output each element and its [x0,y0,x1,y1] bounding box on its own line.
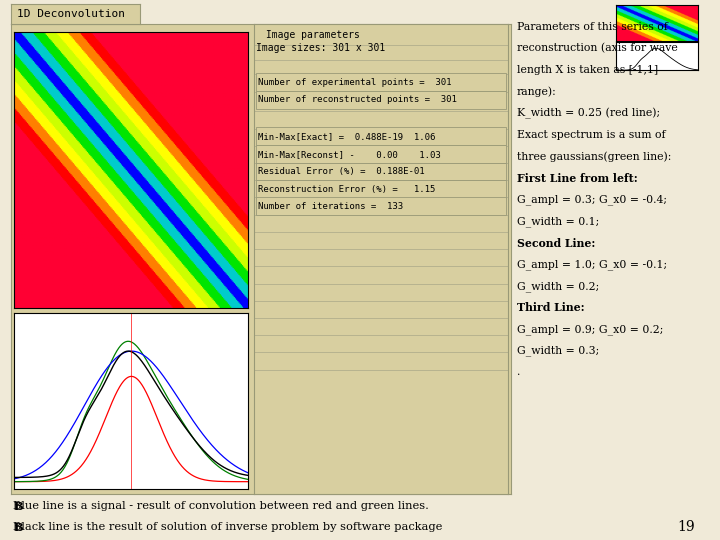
Text: G_ampl = 0.9; G_x0 = 0.2;: G_ampl = 0.9; G_x0 = 0.2; [517,324,663,335]
Text: Third Line:: Third Line: [517,302,585,313]
Text: B: B [13,522,22,532]
Text: G_width = 0.1;: G_width = 0.1; [517,216,599,227]
Text: G_width = 0.2;: G_width = 0.2; [517,281,599,292]
Text: Black line is the result of solution of inverse problem by software package: Black line is the result of solution of … [13,522,442,532]
Text: Parameters of this series of: Parameters of this series of [517,22,668,32]
Text: Residual Error (%) =  0.188E-01: Residual Error (%) = 0.188E-01 [258,167,425,176]
Text: Number of iterations =  133: Number of iterations = 133 [258,201,404,211]
Text: Min-Max[Exact] =  0.488E-19  1.06: Min-Max[Exact] = 0.488E-19 1.06 [258,132,436,141]
Text: Number of reconstructed points =  301: Number of reconstructed points = 301 [258,96,457,104]
Text: G_ampl = 0.3; G_x0 = -0.4;: G_ampl = 0.3; G_x0 = -0.4; [517,194,667,205]
Text: G_ampl = 1.0; G_x0 = -0.1;: G_ampl = 1.0; G_x0 = -0.1; [517,259,667,270]
Text: 1D Deconvolution: 1D Deconvolution [17,9,125,19]
Text: reconstruction (axis for wave: reconstruction (axis for wave [517,43,678,53]
Text: Image sizes: 301 x 301: Image sizes: 301 x 301 [256,43,386,53]
Text: K_width = 0.25 (red line);: K_width = 0.25 (red line); [517,108,660,119]
Text: Second Line:: Second Line: [517,238,595,248]
Text: Min-Max[Reconst] -    0.00    1.03: Min-Max[Reconst] - 0.00 1.03 [258,150,441,159]
Text: three gaussians(green line):: three gaussians(green line): [517,151,671,162]
Text: Blue line is a signal - result of convolution between red and green lines.: Blue line is a signal - result of convol… [13,501,429,511]
Text: G_width = 0.3;: G_width = 0.3; [517,346,599,356]
Text: Image parameters: Image parameters [260,30,360,39]
Text: 19: 19 [678,519,695,534]
Text: Number of experimental points =  301: Number of experimental points = 301 [258,78,452,87]
Text: B: B [13,501,22,512]
Text: length X is taken as [-1,1]: length X is taken as [-1,1] [517,65,658,75]
Text: First Line from left:: First Line from left: [517,173,638,184]
Text: Exact spectrum is a sum of: Exact spectrum is a sum of [517,130,665,140]
Text: range):: range): [517,86,557,97]
Text: .: . [517,367,521,377]
Text: Reconstruction Error (%) =   1.15: Reconstruction Error (%) = 1.15 [258,185,436,194]
